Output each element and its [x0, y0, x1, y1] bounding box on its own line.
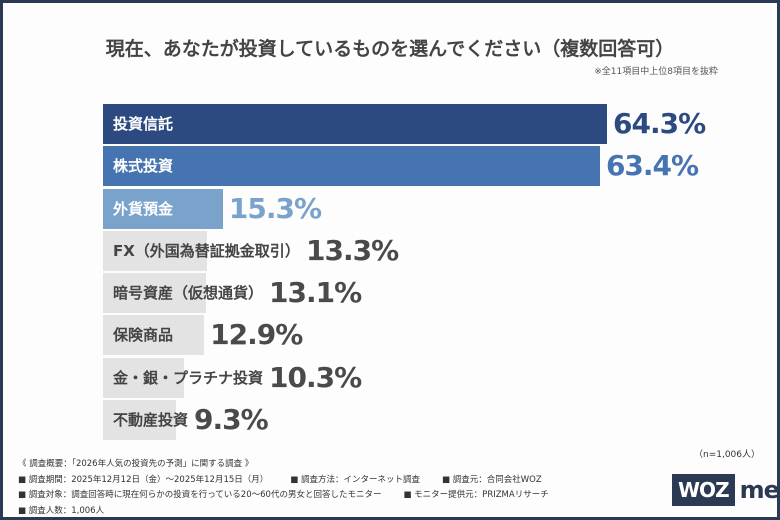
footer-text: ■ 調査対象：調査回答時に現在何らかの投資を行っている20～60代の男女と回答し…: [18, 490, 382, 500]
footer-text: ■ 調査方法：インターネット調査: [290, 474, 421, 485]
value-label: 10.3%: [269, 360, 362, 394]
category-label: 投資信託: [113, 115, 174, 133]
value-label: 9.3%: [194, 403, 269, 437]
bar-chart: 投資信託 64.3% 株式投資 63.4% 外貨預金 15.3% FX（外国為替証拠金取引）…: [103, 104, 763, 442]
value-label: 64.3%: [613, 107, 706, 140]
footer-text: ■ 調査元：合同会社WOZ: [442, 474, 542, 485]
bar-row: 投資信託 64.3%: [103, 104, 763, 144]
footer-line: 《 調査概要：「2026年人気の投資先の予測」に関する調査 》: [18, 457, 549, 473]
value-label: 13.3%: [306, 233, 399, 267]
value-label: 15.3%: [228, 191, 322, 225]
value-label: 13.1%: [269, 276, 362, 310]
bar: [103, 273, 206, 314]
bar: [103, 146, 600, 187]
bar: [103, 400, 176, 441]
bar-row: 外貨預金 15.3%: [103, 188, 763, 229]
category-label: 株式投資: [113, 157, 174, 176]
bar: [103, 230, 208, 271]
footer-line: ■ 調査対象：調査回答時に現在何らかの投資を行っている20～60代の男女と回答し…: [18, 488, 549, 504]
category-label: 暗号資産（仮想通貨）: [113, 284, 264, 303]
bar: [103, 315, 205, 356]
category-label: 外貨預金: [113, 199, 174, 218]
bar-row: 保険商品 12.9%: [103, 315, 763, 356]
survey-footer: 《 調査概要：「2026年人気の投資先の予測」に関する調査 》 ■ 調査期間：20…: [18, 457, 549, 519]
category-label: FX（外国為替証拠金取引）: [113, 241, 300, 260]
footer-text: ■ モニター提供元：PRIZMAリサーチ: [403, 490, 549, 500]
bar-row: 暗号資産（仮想通貨） 13.1%: [103, 273, 763, 314]
footer-text: 《 調査概要：「2026年人気の投資先の予測」に関する調査 》: [18, 459, 254, 469]
category-label: 保険商品: [113, 326, 174, 345]
bar-row: 株式投資 63.4%: [103, 146, 763, 187]
category-label: 金・銀・プラチナ投資: [113, 368, 264, 387]
footer-text: ■ 調査期間：2025年12月12日（金）～2025年12月15日（月）: [18, 474, 269, 485]
woz-media-logo: WOZ media: [672, 474, 780, 506]
chart-note: ※全11項目中上位8項目を抜粋: [594, 67, 718, 77]
footer-text: ■ 調査人数：1,006人: [18, 505, 105, 516]
bar-row: FX（外国為替証拠金取引） 13.3%: [103, 230, 763, 271]
bar-row: 不動産投資 9.3%: [103, 400, 763, 441]
chart-title: 現在、あなたが投資しているものを選んでください（複数回答可）: [105, 38, 675, 60]
bar: [103, 357, 184, 398]
sample-size: （n=1,006人）: [693, 450, 760, 460]
category-label: 不動産投資: [113, 411, 189, 430]
value-label: 63.4%: [605, 149, 699, 183]
footer-line: ■ 調査期間：2025年12月12日（金）～2025年12月15日（月） ■ 調査…: [18, 473, 549, 489]
footer-line: ■ 調査人数：1,006人: [18, 504, 549, 520]
logo-text: media: [739, 476, 780, 504]
value-label: 12.9%: [210, 318, 303, 352]
logo-box: WOZ: [672, 474, 735, 506]
bar: [103, 104, 607, 144]
bar-row: 金・銀・プラチナ投資 10.3%: [103, 357, 763, 398]
bar: [103, 188, 223, 229]
